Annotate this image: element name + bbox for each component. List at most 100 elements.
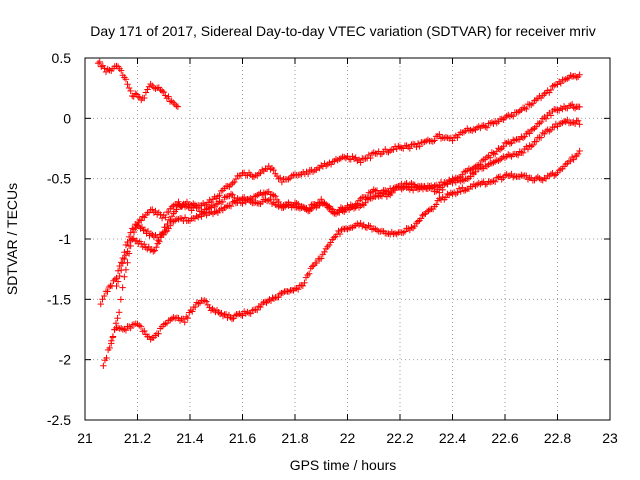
data-point [265, 162, 272, 170]
data-point [141, 241, 148, 248]
data-point [119, 284, 126, 291]
data-point [519, 134, 527, 142]
data-point [570, 156, 577, 163]
data-point [442, 133, 450, 141]
data-point [218, 309, 225, 317]
data-point [97, 300, 104, 308]
data-point [576, 71, 583, 78]
data-point [227, 202, 235, 210]
data-point [429, 138, 437, 145]
x-tick-label: 23 [602, 430, 618, 446]
data-point [254, 306, 261, 314]
data-point [400, 229, 407, 236]
data-point [567, 72, 574, 79]
data-point [203, 298, 210, 305]
data-point [167, 222, 174, 229]
data-point [301, 279, 308, 287]
data-point [268, 200, 276, 208]
data-point [183, 313, 190, 321]
data-point [488, 160, 496, 167]
data-point [188, 207, 195, 214]
x-tick-label: 21.4 [176, 430, 203, 446]
data-point [483, 124, 491, 131]
data-point [564, 116, 571, 124]
data-point [99, 296, 106, 303]
data-point [155, 330, 162, 337]
data-point [244, 308, 251, 316]
data-point [305, 270, 313, 277]
data-point [401, 228, 409, 235]
data-point [571, 72, 579, 80]
data-point [362, 199, 369, 206]
data-point [257, 303, 264, 311]
data-point [114, 278, 122, 285]
data-point [198, 213, 205, 220]
data-point [257, 169, 264, 177]
x-tick-labels: 21 21.2 21.4 21.6 21.8 22 22.2 22.4 22.6 22.8 23 [77, 430, 618, 446]
data-point [119, 260, 126, 267]
data-point [508, 139, 515, 147]
data-point [189, 308, 196, 315]
data-point [96, 58, 103, 66]
data-point [562, 76, 569, 83]
y-tick-label: -0.5 [47, 171, 71, 187]
data-point [177, 203, 185, 210]
data-point [118, 325, 125, 332]
data-point [336, 230, 344, 238]
grid-lines [85, 58, 610, 420]
data-point [156, 238, 163, 245]
x-tick-label: 21 [77, 430, 93, 446]
data-point [106, 344, 113, 352]
data-point [115, 309, 123, 316]
data-point [523, 172, 530, 179]
data-point [158, 87, 166, 95]
data-point [526, 130, 533, 137]
data-point [571, 120, 579, 127]
data-point [327, 239, 334, 246]
data-point [145, 333, 153, 340]
data-point [537, 134, 545, 141]
data-point [359, 223, 366, 230]
data-point [124, 81, 131, 88]
data-point [294, 286, 302, 293]
data-point [267, 195, 274, 203]
data-point [500, 143, 507, 150]
data-point [338, 226, 345, 234]
data-point [121, 273, 128, 280]
data-point [342, 206, 350, 214]
data-point [118, 259, 125, 266]
data-point [491, 150, 499, 158]
data-point [162, 320, 169, 327]
data-point [153, 243, 160, 251]
data-point [110, 277, 117, 284]
data-point [112, 320, 120, 327]
data-point [272, 193, 279, 200]
data-point [385, 188, 392, 196]
x-tick-label: 22.4 [439, 430, 466, 446]
data-point [367, 222, 374, 230]
data-point [114, 267, 122, 275]
data-point [267, 166, 274, 173]
data-point [144, 86, 151, 93]
data-point [138, 223, 146, 231]
x-tick-label: 21.6 [229, 430, 256, 446]
data-point [457, 188, 464, 195]
y-axis-label: SDTVAR / TECUs [4, 183, 20, 295]
data-point [414, 218, 422, 225]
data-point [552, 106, 560, 113]
data-point [160, 88, 167, 96]
data-point [184, 314, 191, 322]
y-tick-label: -1.5 [47, 291, 71, 307]
data-point [201, 297, 208, 304]
data-point [229, 191, 236, 199]
data-point [258, 166, 266, 173]
data-point [357, 159, 364, 166]
data-point [413, 143, 420, 151]
data-point [98, 63, 105, 70]
axis-ticks [84, 57, 611, 421]
data-point [321, 248, 328, 256]
data-point [270, 192, 277, 199]
data-point [491, 178, 499, 185]
data-point [127, 324, 134, 332]
data-point [101, 292, 108, 300]
